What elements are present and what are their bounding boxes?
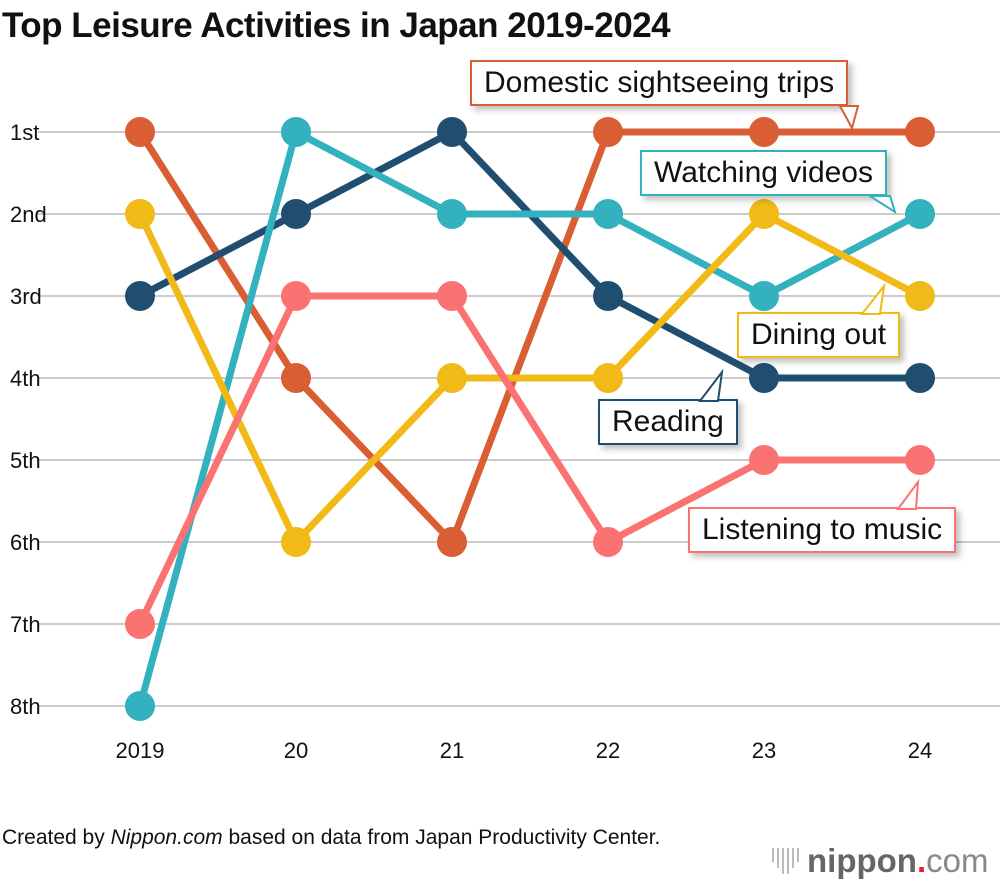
data-point — [593, 199, 623, 229]
x-tick-label: 22 — [596, 738, 620, 763]
data-point — [437, 363, 467, 393]
y-tick-label: 2nd — [10, 202, 47, 227]
logo-bars-icon — [772, 848, 799, 874]
data-point — [593, 281, 623, 311]
series-line — [136, 210, 922, 546]
data-point — [593, 527, 623, 557]
y-tick-label: 8th — [10, 694, 41, 719]
data-point — [281, 363, 311, 393]
data-point — [125, 691, 155, 721]
credit-text: Created by Nippon.com based on data from… — [2, 826, 661, 849]
data-point — [905, 117, 935, 147]
data-point — [281, 281, 311, 311]
data-point — [437, 199, 467, 229]
data-point — [281, 117, 311, 147]
x-tick-label: 23 — [752, 738, 776, 763]
x-tick-label: 21 — [440, 738, 464, 763]
series-label: Domestic sightseeing trips — [470, 60, 849, 106]
data-point — [593, 117, 623, 147]
data-point — [125, 609, 155, 639]
data-point — [593, 363, 623, 393]
series-label: Watching videos — [640, 150, 887, 196]
x-tick-label: 2019 — [116, 738, 165, 763]
y-tick-label: 5th — [10, 448, 41, 473]
data-point — [905, 281, 935, 311]
data-point — [437, 117, 467, 147]
x-tick-label: 20 — [284, 738, 308, 763]
data-point — [125, 281, 155, 311]
data-point — [749, 281, 779, 311]
series-line — [136, 292, 920, 626]
data-point — [281, 199, 311, 229]
series-label: Dining out — [737, 312, 901, 358]
y-tick-label: 3rd — [10, 284, 42, 309]
series-line — [137, 128, 920, 546]
data-point — [437, 527, 467, 557]
y-tick-label: 1st — [10, 120, 39, 145]
data-point — [749, 117, 779, 147]
data-point — [905, 199, 935, 229]
chart-title: Top Leisure Activities in Japan 2019-202… — [2, 6, 671, 45]
y-tick-label: 7th — [10, 612, 41, 637]
data-point — [125, 199, 155, 229]
data-point — [749, 445, 779, 475]
data-point — [281, 527, 311, 557]
y-tick-label: 6th — [10, 530, 41, 555]
x-tick-label: 24 — [908, 738, 932, 763]
series-line — [136, 128, 922, 707]
data-point — [437, 281, 467, 311]
series-label: Listening to music — [688, 507, 957, 553]
data-point — [125, 117, 155, 147]
data-point — [749, 199, 779, 229]
data-point — [905, 445, 935, 475]
data-point — [749, 363, 779, 393]
series-label: Reading — [598, 399, 738, 445]
y-tick-label: 4th — [10, 366, 41, 391]
data-point — [905, 363, 935, 393]
nippon-logo: nippon. com — [772, 842, 988, 880]
